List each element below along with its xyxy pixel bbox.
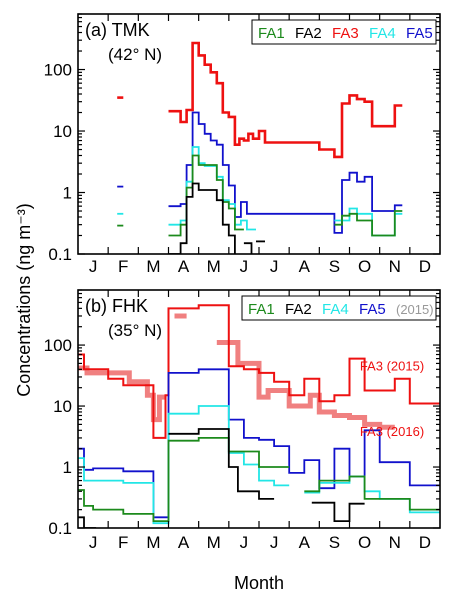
x-tick-label: F <box>118 533 128 552</box>
series-fa2 <box>311 501 365 522</box>
x-tick-label: A <box>178 533 190 552</box>
series-fa4 <box>168 146 256 231</box>
y-tick-label: 1 <box>63 184 72 203</box>
y-tick-label: 1 <box>63 458 72 477</box>
series-fa3-2016 <box>78 365 166 423</box>
legend-box <box>251 19 437 45</box>
y-tick-label: 0.1 <box>48 245 72 264</box>
x-tick-label: M <box>207 257 221 276</box>
legend-entry: FA1 <box>258 25 285 42</box>
legend-entry: FA5 <box>359 301 386 318</box>
legend-entry: FA1 <box>248 301 275 318</box>
series-fa3-2016 <box>216 340 395 430</box>
x-tick-label: A <box>299 533 311 552</box>
legend-entry: FA4 <box>369 25 396 42</box>
panel-label: (b) FHK <box>85 296 148 316</box>
latitude-label: (35° N) <box>108 321 162 340</box>
series-fa1 <box>304 475 440 511</box>
y-tick-label: 10 <box>53 397 72 416</box>
x-tick-label: J <box>270 257 279 276</box>
x-tick-label: D <box>419 533 431 552</box>
series-fa5 <box>168 111 403 234</box>
x-tick-label: M <box>146 257 160 276</box>
x-axis-title: Month <box>234 573 284 593</box>
x-tick-label: F <box>118 257 128 276</box>
legend-entry: FA2 <box>285 301 312 318</box>
x-tick-label: J <box>240 533 249 552</box>
legend-entry: FA2 <box>295 25 322 42</box>
series-fa2 <box>168 182 236 254</box>
x-tick-label: A <box>299 257 311 276</box>
legend-entry: FA4 <box>322 301 349 318</box>
series-fa1 <box>78 437 290 522</box>
series-fa3-2015 <box>78 304 440 439</box>
x-tick-label: M <box>207 533 221 552</box>
x-tick-label: A <box>178 257 190 276</box>
x-tick-label: S <box>329 533 340 552</box>
y-axis-title: Concentrations (ng m⁻³) <box>14 203 34 397</box>
panel-label: (a) TMK <box>85 20 150 40</box>
latitude-label: (42° N) <box>108 45 162 64</box>
x-tick-label: J <box>89 533 98 552</box>
series-fa1 <box>334 210 403 237</box>
legend-entry: (2015) <box>396 302 434 317</box>
y-tick-label: 0.1 <box>48 519 72 538</box>
series-fa2 <box>168 428 275 500</box>
x-tick-label: J <box>240 257 249 276</box>
annotation-label: FA3 (2015) <box>360 359 424 374</box>
x-tick-label: D <box>419 257 431 276</box>
x-tick-label: J <box>270 533 279 552</box>
x-tick-label: M <box>146 533 160 552</box>
legend-box <box>241 295 437 321</box>
series-fa1 <box>168 154 244 237</box>
x-tick-label: N <box>389 257 401 276</box>
annotation-label: FA3 (2016) <box>360 424 424 439</box>
legend-entry: FA5 <box>406 25 433 42</box>
x-tick-label: S <box>329 257 340 276</box>
series-group <box>117 41 403 254</box>
series-fa2 <box>243 242 253 254</box>
x-tick-label: J <box>89 257 98 276</box>
x-tick-label: O <box>358 533 371 552</box>
series-fa3 <box>168 41 403 159</box>
legend-entry: FA3 <box>332 25 359 42</box>
y-tick-label: 100 <box>44 336 72 355</box>
series-fa4 <box>78 405 290 525</box>
y-tick-label: 10 <box>53 122 72 141</box>
series-group <box>78 304 440 528</box>
x-tick-label: O <box>358 257 371 276</box>
series-fa4 <box>334 207 403 237</box>
x-tick-label: N <box>389 533 401 552</box>
series-fa2 <box>78 516 97 528</box>
y-tick-label: 100 <box>44 61 72 80</box>
series-fa4 <box>304 475 440 514</box>
